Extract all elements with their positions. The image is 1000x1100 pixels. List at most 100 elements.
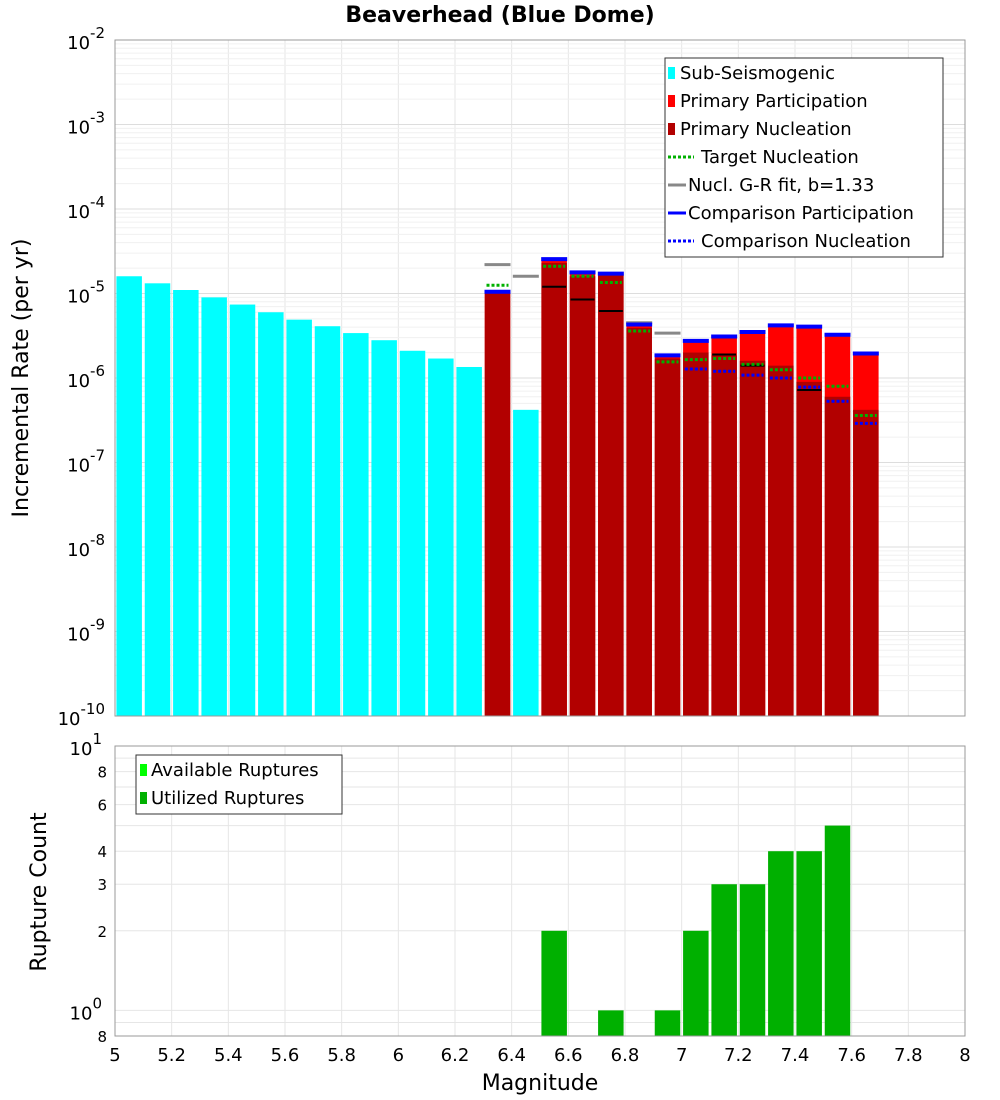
top-y-tick-exp: -9 bbox=[90, 616, 105, 634]
primary-nucleation-bar bbox=[739, 360, 766, 716]
utilized-ruptures-bar bbox=[739, 884, 766, 1036]
top-y-tick-exp: -6 bbox=[90, 362, 105, 380]
bottom-y-minor-tick-label: 8 bbox=[97, 1028, 107, 1046]
x-tick-label: 6.6 bbox=[554, 1045, 583, 1066]
legend-swatch bbox=[140, 764, 147, 776]
utilized-ruptures-bar bbox=[796, 851, 822, 1036]
top-y-tick-label: 10-5 bbox=[67, 278, 105, 308]
bottom-y-minor-tick-label: 8 bbox=[97, 764, 107, 782]
x-tick-label: 7 bbox=[676, 1045, 687, 1066]
top-y-tick-exp: -8 bbox=[90, 531, 105, 549]
legend-label: Utilized Ruptures bbox=[151, 788, 304, 809]
top-y-tick-label: 10-4 bbox=[67, 193, 105, 223]
sub-seismogenic-bar bbox=[314, 326, 341, 716]
top-y-tick-label: 10-6 bbox=[67, 362, 105, 392]
bottom-y-axis-label: Rupture Count bbox=[27, 812, 52, 972]
bottom-y-tick-base: 10 bbox=[70, 739, 93, 760]
x-tick-label: 5 bbox=[109, 1045, 120, 1066]
primary-nucleation-bar bbox=[569, 276, 596, 716]
legend-swatch bbox=[668, 67, 675, 79]
sub-seismogenic-bar bbox=[456, 366, 482, 716]
sub-seismogenic-bar bbox=[371, 340, 397, 716]
x-tick-label: 6.4 bbox=[497, 1045, 526, 1066]
primary-nucleation-bar bbox=[484, 293, 511, 716]
x-tick-label: 8 bbox=[959, 1045, 970, 1066]
utilized-ruptures-bar bbox=[683, 930, 709, 1036]
bottom-y-tick-exp: 1 bbox=[92, 730, 102, 748]
sub-seismogenic-bar bbox=[116, 276, 142, 716]
top-plot-frame bbox=[114, 39, 966, 717]
top-y-tick-exp: -7 bbox=[90, 447, 105, 465]
top-y-tick-base: 10 bbox=[67, 33, 90, 54]
top-y-tick-base: 10 bbox=[67, 625, 90, 646]
top-y-tick-label: 10-10 bbox=[58, 700, 105, 730]
x-axis-label: Magnitude bbox=[482, 1071, 599, 1096]
bottom-legend-box bbox=[135, 754, 343, 815]
bottom-plot-frame bbox=[114, 745, 966, 1037]
bottom-y-tick-base: 10 bbox=[70, 1003, 93, 1024]
top-y-tick-base: 10 bbox=[67, 540, 90, 561]
legend-item: Primary Participation bbox=[668, 91, 868, 112]
primary-nucleation-bar bbox=[541, 262, 567, 716]
top-y-tick-label: 10-2 bbox=[67, 24, 105, 54]
x-tick-label: 5.6 bbox=[271, 1045, 300, 1066]
x-tick-label: 7.8 bbox=[894, 1045, 923, 1066]
x-tick-label: 5.2 bbox=[157, 1045, 186, 1066]
legend-label: Available Ruptures bbox=[151, 760, 319, 781]
legend-swatch bbox=[140, 792, 147, 804]
x-tick-labels: 5 5.2 5.4 5.6 5.8 6 6.2 6.4 6.6 6.8 7 7.2 7.4 7.6 7.8 8 bbox=[109, 1045, 970, 1066]
x-tick-label: 5.8 bbox=[327, 1045, 356, 1066]
legend-item: Available Ruptures bbox=[140, 760, 319, 781]
legend-item: Sub-Seismogenic bbox=[668, 63, 835, 84]
utilized-ruptures-bar bbox=[824, 825, 851, 1036]
top-y-tick-exp: -10 bbox=[81, 700, 106, 718]
utilized-ruptures-bar bbox=[598, 1010, 624, 1036]
top-y-tick-exp: -2 bbox=[90, 24, 105, 42]
chart-title: Beaverhead (Blue Dome) bbox=[345, 3, 654, 28]
bottom-plot-bars bbox=[541, 825, 851, 1036]
legend-item: Target Nucleation bbox=[668, 147, 859, 168]
bottom-y-minor-tick-label: 3 bbox=[97, 876, 107, 894]
primary-nucleation-bar bbox=[768, 365, 794, 716]
bottom-y-major-tick-label: 100 bbox=[70, 994, 102, 1024]
legend-label: Primary Participation bbox=[680, 91, 868, 112]
top-y-tick-base: 10 bbox=[67, 202, 90, 223]
x-tick-label: 6.2 bbox=[441, 1045, 470, 1066]
legend-swatch bbox=[668, 95, 675, 107]
legend-label: Comparison Participation bbox=[688, 203, 914, 224]
legend-label: Comparison Nucleation bbox=[701, 231, 911, 252]
top-plot-markers bbox=[484, 257, 879, 425]
sub-seismogenic-bar bbox=[399, 350, 426, 716]
top-y-tick-label: 10-9 bbox=[67, 616, 105, 646]
top-y-tick-label: 10-7 bbox=[67, 447, 105, 477]
top-legend-box bbox=[664, 57, 944, 258]
top-y-tick-exp: -3 bbox=[90, 109, 105, 127]
sub-seismogenic-bar bbox=[513, 409, 539, 716]
top-y-tick-base: 10 bbox=[58, 709, 81, 730]
top-y-tick-base: 10 bbox=[67, 118, 90, 139]
top-y-tick-exp: -5 bbox=[90, 278, 105, 296]
x-tick-label: 7.2 bbox=[724, 1045, 753, 1066]
bottom-y-minor-tick-label: 4 bbox=[97, 843, 107, 861]
sub-seismogenic-bar bbox=[258, 312, 284, 716]
bottom-y-minor-tick-label: 6 bbox=[97, 797, 107, 815]
legend-label: Nucl. G-R fit, b=1.33 bbox=[688, 175, 874, 196]
top-y-tick-base: 10 bbox=[67, 456, 90, 477]
bottom-y-tick-exp: 0 bbox=[92, 994, 102, 1012]
bottom-y-minor-tick-label: 2 bbox=[97, 923, 107, 941]
primary-nucleation-bar bbox=[683, 352, 709, 716]
legend-swatch bbox=[668, 123, 675, 135]
top-y-tick-exp: -4 bbox=[90, 193, 105, 211]
sub-seismogenic-bar bbox=[286, 319, 312, 716]
legend-label: Sub-Seismogenic bbox=[680, 63, 835, 84]
primary-nucleation-bar bbox=[796, 381, 822, 716]
primary-nucleation-bar bbox=[598, 275, 624, 716]
primary-nucleation-bar bbox=[654, 358, 681, 716]
sub-seismogenic-bar bbox=[201, 297, 227, 716]
x-tick-label: 6.8 bbox=[611, 1045, 640, 1066]
sub-seismogenic-bar bbox=[428, 358, 454, 716]
legend-label: Target Nucleation bbox=[700, 147, 859, 168]
top-y-tick-labels: 10-210-310-410-510-610-710-810-910-10 bbox=[58, 24, 105, 730]
